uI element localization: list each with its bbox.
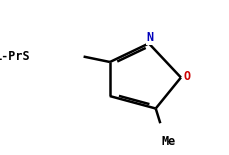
Text: O: O — [183, 70, 190, 83]
Text: i-PrS: i-PrS — [0, 50, 30, 63]
Text: Me: Me — [161, 135, 175, 148]
Text: N: N — [146, 31, 154, 44]
